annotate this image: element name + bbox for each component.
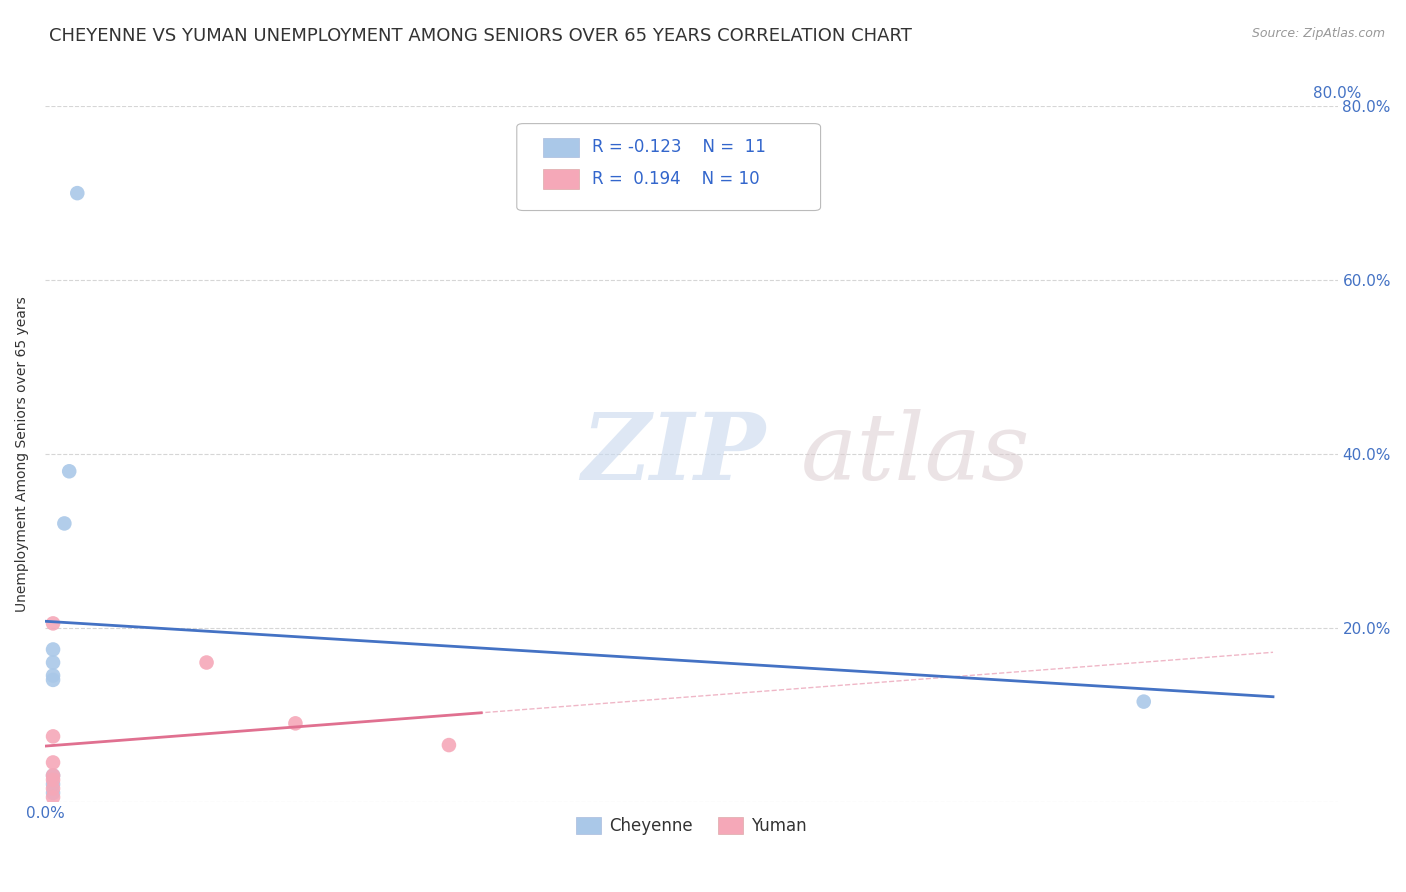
Point: [1132, 695, 1154, 709]
Point: [42, 756, 65, 770]
Point: [42, 772, 65, 787]
Point: [42, 668, 65, 682]
Point: [42, 777, 65, 791]
Y-axis label: Unemployment Among Seniors over 65 years: Unemployment Among Seniors over 65 years: [15, 296, 30, 612]
Point: [42, 656, 65, 670]
Point: [42, 790, 65, 805]
FancyBboxPatch shape: [543, 169, 579, 189]
Legend: Cheyenne, Yuman: Cheyenne, Yuman: [569, 811, 814, 842]
Text: atlas: atlas: [801, 409, 1031, 499]
Text: R = -0.123    N =  11: R = -0.123 N = 11: [592, 138, 766, 156]
Point: [284, 716, 307, 731]
FancyBboxPatch shape: [517, 124, 821, 211]
Point: [42, 642, 65, 657]
FancyBboxPatch shape: [543, 137, 579, 157]
Point: [42, 781, 65, 796]
Point: [437, 738, 460, 752]
Point: [42, 768, 65, 782]
Point: [58, 464, 80, 478]
Point: [195, 656, 218, 670]
Point: [42, 673, 65, 687]
Point: [42, 768, 65, 782]
Point: [66, 186, 89, 201]
Text: CHEYENNE VS YUMAN UNEMPLOYMENT AMONG SENIORS OVER 65 YEARS CORRELATION CHART: CHEYENNE VS YUMAN UNEMPLOYMENT AMONG SEN…: [49, 27, 912, 45]
Text: ZIP: ZIP: [582, 409, 766, 499]
Text: R =  0.194    N = 10: R = 0.194 N = 10: [592, 170, 759, 188]
Point: [42, 786, 65, 800]
Point: [42, 730, 65, 744]
Point: [42, 616, 65, 631]
Point: [53, 516, 76, 531]
Text: Source: ZipAtlas.com: Source: ZipAtlas.com: [1251, 27, 1385, 40]
